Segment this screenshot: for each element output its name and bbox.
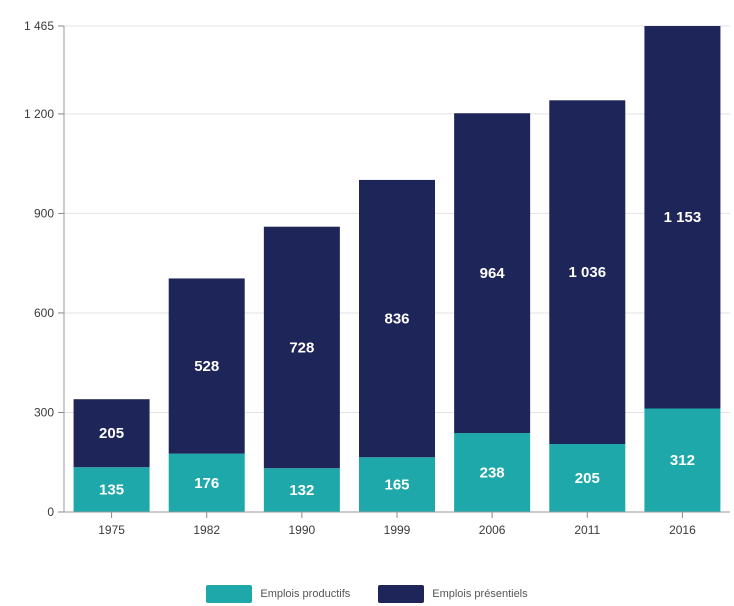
data-label-productifs-1999: 165 [384,477,409,494]
bar-presentiels-2016 [644,26,721,409]
bar-productifs-1975 [73,467,150,512]
legend-swatch-productifs [206,585,253,603]
data-label-presentiels-2011: 1 036 [569,264,607,281]
stacked-bar-chart: 0 300 600 900 1 200 1 465 1975 1982 1990 1999 2006… [24,19,730,537]
bar-productifs-2011 [549,443,626,512]
x-tick-label: 1990 [289,523,316,537]
y-tick-label: 300 [34,405,54,419]
y-tick-label: 600 [34,306,54,320]
bar-productifs-1999 [359,457,435,512]
x-tick-label: 1999 [384,523,411,537]
legend-item-presentiels: Emplois présentiels [378,585,528,603]
data-label-productifs-1982: 176 [194,475,219,492]
y-tick-label: 0 [47,505,54,519]
bar-presentiels-1990 [263,226,340,469]
x-tick-label: 2016 [669,523,696,537]
data-label-productifs-2016: 312 [670,452,695,469]
data-label-presentiels-1982: 528 [194,358,219,375]
data-label-presentiels-2016: 1 153 [664,209,702,226]
bar-productifs-2006 [454,433,531,512]
bar-presentiels-1982 [168,278,245,454]
data-label-presentiels-1975: 205 [99,425,124,442]
data-label-productifs-2011: 205 [575,470,600,487]
y-tick-label: 1 200 [24,107,54,121]
data-label-presentiels-2006: 964 [480,265,506,282]
bar-presentiels-1975 [73,399,150,468]
bar-productifs-1982 [168,453,245,512]
bar-productifs-1990 [263,468,340,512]
data-label-presentiels-1990: 728 [289,339,314,356]
legend-item-productifs: Emplois productifs [206,585,350,603]
data-label-presentiels-1999: 836 [384,311,409,328]
x-tick-label: 1975 [98,523,125,537]
data-label-productifs-2006: 238 [480,465,505,482]
legend: Emplois productifs Emplois présentiels [0,584,734,604]
x-tick-label: 2006 [479,523,506,537]
y-tick-label: 900 [34,206,54,220]
bar-presentiels-1999 [359,179,435,458]
axes: 0 300 600 900 1 200 1 465 1975 1982 1990 1999 2006… [24,19,730,537]
legend-label-productifs: Emplois productifs [260,588,351,600]
x-tick-label: 1982 [193,523,220,537]
data-labels: 135 205 176 528 132 728 165 836 238 964 205 1 036 31… [99,209,701,499]
x-tick-label: 2011 [574,523,600,537]
bar-presentiels-2011 [549,100,626,444]
bars [73,26,721,512]
bar-productifs-2016 [644,408,721,512]
data-label-productifs-1990: 132 [289,482,314,499]
data-label-productifs-1975: 135 [99,482,124,499]
bar-presentiels-2006 [454,113,531,434]
legend-label-presentiels: Emplois présentiels [432,588,528,600]
y-tick-label: 1 465 [24,19,54,33]
legend-swatch-presentiels [378,585,425,603]
